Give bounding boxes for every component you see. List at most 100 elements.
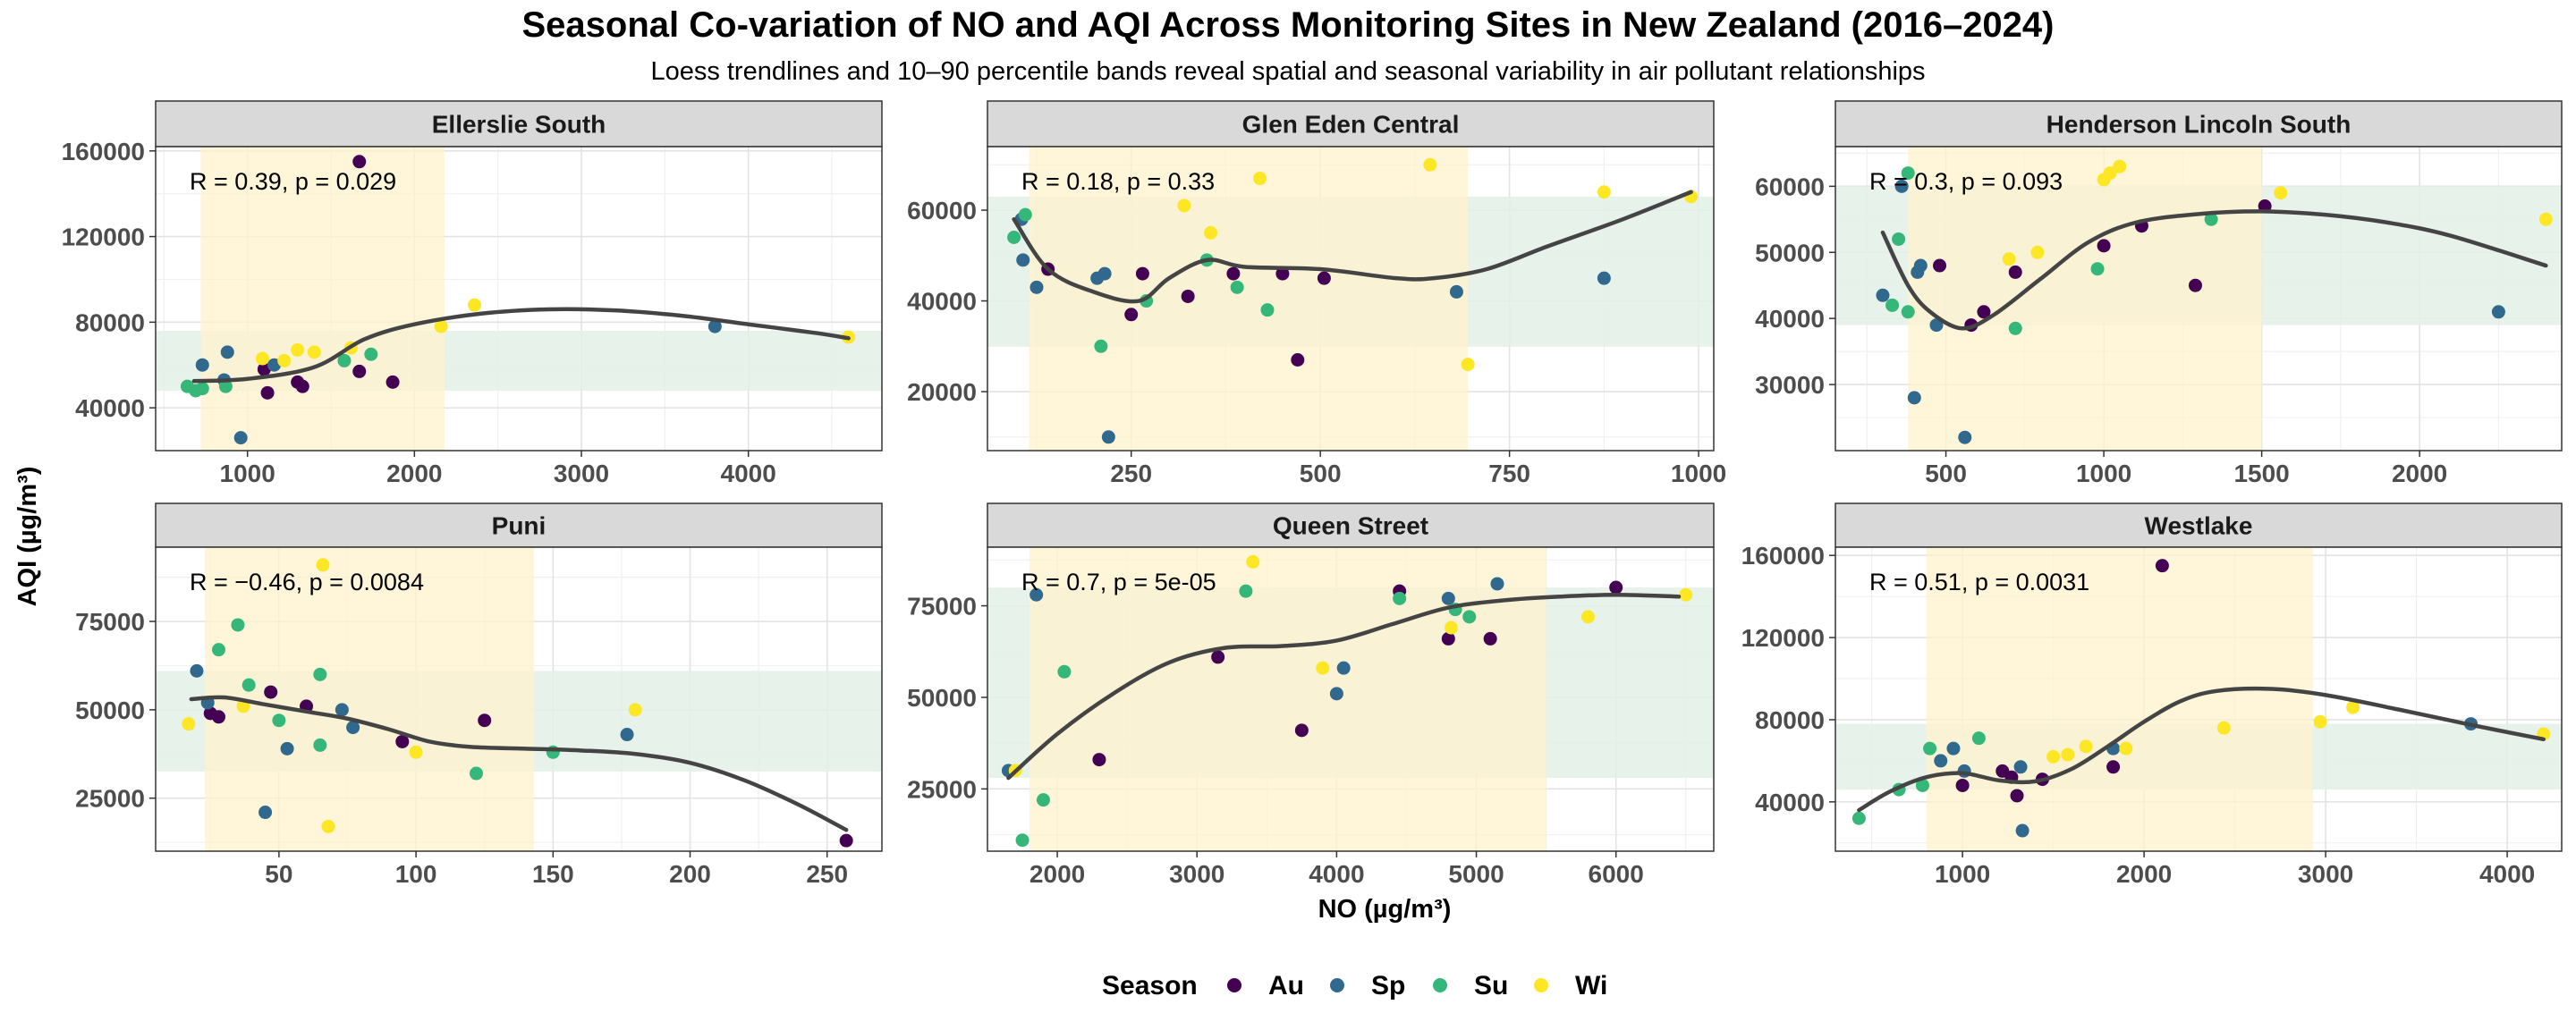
x-tick-label: 2000: [2392, 460, 2447, 487]
y-tick-label: 50000: [907, 684, 977, 712]
data-point-wi: [182, 717, 196, 731]
data-point-au: [352, 364, 367, 378]
chart-subtitle: Loess trendlines and 10–90 percentile ba…: [650, 57, 1926, 86]
facet-strip-label: Glen Eden Central: [1242, 111, 1460, 139]
y-tick-label: 60000: [907, 197, 977, 224]
x-percentile-band: [1908, 147, 2262, 451]
data-point-wi: [1580, 610, 1595, 624]
data-point-wi: [1204, 225, 1218, 240]
data-point-wi: [2030, 245, 2045, 259]
data-point-su: [1901, 166, 1915, 181]
panel-border: [155, 146, 883, 452]
plot-area: [1835, 547, 2562, 851]
facet-strip-label: Puni: [492, 512, 547, 540]
data-point-su: [2008, 321, 2022, 335]
data-point-au: [2188, 278, 2202, 292]
data-point-au: [1977, 305, 1991, 319]
data-point-su: [2090, 262, 2105, 276]
data-point-wi: [255, 351, 269, 366]
data-point-sp: [1097, 266, 1112, 281]
x-percentile-band: [1029, 147, 1469, 451]
legend-swatch-au: [1227, 978, 1241, 992]
data-point-sp: [1597, 271, 1611, 285]
y-tick-label: 75000: [907, 593, 977, 621]
facet-panel: Ellerslie South R = 0.39, p = 0.029 1000 20…: [62, 100, 883, 487]
data-point-au: [1291, 353, 1305, 367]
data-point-sp: [280, 741, 294, 756]
y-axis-label: AQI (µg/m³): [13, 467, 42, 607]
data-point-su: [1971, 731, 1986, 746]
data-point-au: [2008, 265, 2022, 279]
loess-trendline: [1857, 686, 2546, 813]
data-point-wi: [2002, 252, 2016, 266]
data-point-su: [1885, 298, 1900, 312]
data-point-au: [1275, 266, 1290, 281]
x-tick-label: 2000: [2116, 860, 2172, 888]
legend: Season Au Sp Su Wi: [1102, 971, 1607, 1000]
data-point-wi: [307, 345, 321, 359]
plot-area: [987, 547, 1714, 851]
stat-annotation: R = 0.3, p = 0.093: [1869, 168, 2063, 195]
loess-trendline: [1012, 190, 1693, 304]
data-point-au: [1226, 266, 1241, 281]
panel-border: [987, 146, 1715, 452]
legend-label: Su: [1474, 971, 1508, 1000]
data-point-sp: [1449, 284, 1463, 299]
y-tick-label: 80000: [75, 308, 145, 336]
data-point-wi: [2046, 749, 2061, 764]
data-point-au: [1317, 271, 1331, 285]
x-tick-label: 5000: [1448, 860, 1504, 888]
data-point-au: [2155, 559, 2169, 573]
data-point-wi: [468, 298, 482, 312]
stat-annotation: R = 0.51, p = 0.0031: [1869, 569, 2089, 595]
data-point-au: [2097, 239, 2111, 253]
y-tick-label: 30000: [1755, 371, 1825, 399]
data-point-su: [1852, 811, 1866, 825]
data-point-sp: [2491, 305, 2505, 319]
x-tick-label: 6000: [1589, 860, 1644, 888]
data-point-wi: [2113, 159, 2127, 173]
y-tick-label: 50000: [75, 697, 145, 724]
loess-trendline: [191, 307, 851, 384]
x-tick-label: 500: [1925, 460, 1967, 487]
data-point-su: [1094, 339, 1108, 353]
data-point-sp: [1490, 577, 1504, 591]
data-point-au: [1211, 650, 1225, 664]
legend-swatch-sp: [1330, 978, 1344, 992]
data-point-su: [1393, 591, 1407, 605]
panel-border: [155, 546, 883, 852]
x-percentile-band: [200, 147, 445, 451]
data-point-sp: [1958, 430, 1972, 444]
data-point-au: [1092, 753, 1106, 767]
y-tick-label: 25000: [75, 785, 145, 813]
chart-title: Seasonal Co-variation of NO and AQI Acro…: [521, 5, 2055, 45]
facet-panel: Queen Street R = 0.7, p = 5e-05 2000 3000 40…: [907, 502, 1715, 888]
data-point-au: [386, 375, 400, 389]
x-percentile-band: [1926, 547, 2313, 851]
data-point-sp: [1329, 687, 1343, 701]
data-point-sp: [233, 431, 248, 445]
data-point-sp: [1030, 280, 1044, 294]
data-point-sp: [190, 663, 204, 678]
data-point-wi: [2061, 747, 2075, 762]
data-point-wi: [434, 319, 448, 333]
data-point-su: [272, 713, 286, 728]
data-point-su: [1915, 778, 1929, 792]
legend-item-sp: Sp: [1330, 971, 1405, 1000]
data-point-wi: [2313, 714, 2327, 729]
data-point-wi: [2079, 739, 2093, 754]
x-tick-label: 3000: [2298, 860, 2353, 888]
data-point-sp: [620, 728, 634, 742]
plot-area: [987, 147, 1714, 451]
data-point-su: [1239, 584, 1253, 598]
data-point-au: [1933, 258, 1947, 273]
legend-label: Sp: [1371, 971, 1405, 1000]
stat-annotation: R = 0.18, p = 0.33: [1021, 168, 1215, 195]
data-point-sp: [1894, 179, 1909, 193]
data-point-au: [1135, 266, 1149, 281]
x-tick-label: 250: [1110, 460, 1152, 487]
x-tick-label: 500: [1300, 460, 1342, 487]
data-point-au: [2106, 760, 2121, 774]
x-tick-label: 1000: [1671, 460, 1726, 487]
